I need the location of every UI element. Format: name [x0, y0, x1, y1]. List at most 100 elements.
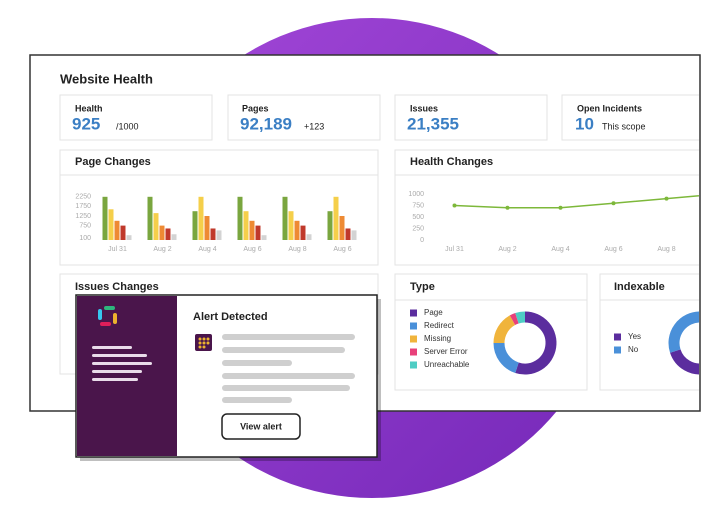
stat-label: Health	[75, 103, 103, 113]
stat-suffix: +123	[304, 121, 324, 131]
bar	[294, 220, 300, 240]
donut-segment	[493, 342, 520, 373]
bar	[306, 234, 312, 240]
x-tick-label: Aug 8	[288, 246, 306, 253]
bar	[345, 228, 351, 240]
stat-value: 92,189	[240, 114, 292, 133]
legend-swatch	[614, 346, 621, 354]
legend-label: Missing	[424, 334, 451, 343]
card-title: Issues Changes	[75, 281, 159, 293]
legend-swatch	[614, 333, 621, 341]
legend-label: No	[628, 345, 639, 354]
chart-title: Type	[410, 281, 435, 293]
y-tick-label: 750	[412, 202, 424, 209]
bar	[204, 216, 210, 240]
stat-suffix: This scope	[602, 121, 646, 131]
bar	[147, 196, 153, 240]
x-tick-label: Aug 6	[604, 246, 622, 253]
bar	[288, 211, 294, 240]
bar	[120, 225, 126, 240]
x-tick-label: Aug 2	[498, 246, 516, 253]
legend-swatch	[410, 361, 417, 369]
donut-segment	[509, 313, 519, 326]
alert-overlay: Alert Detected View alert	[75, 294, 381, 461]
bar	[333, 196, 339, 240]
chart-card	[59, 149, 379, 266]
stat-card	[227, 94, 381, 141]
donut-segment	[493, 315, 516, 344]
donut-segment	[668, 311, 699, 353]
bar	[171, 234, 177, 240]
y-tick-label: 750	[79, 222, 91, 229]
y-tick-label: 1750	[75, 203, 91, 210]
y-tick-label: 250	[412, 225, 424, 232]
line-point	[611, 201, 616, 206]
chart-title: Health Changes	[410, 156, 493, 168]
stat-card	[59, 94, 213, 141]
y-tick-label: 1250	[75, 213, 91, 220]
legend-label: Page	[424, 308, 443, 317]
stat-card	[394, 94, 548, 141]
bar	[261, 235, 267, 240]
bar	[282, 196, 288, 240]
donut-segment	[515, 311, 526, 324]
chart-title: Page Changes	[75, 156, 151, 168]
x-tick-label: Jul 31	[445, 246, 464, 253]
x-tick-label: Jul 31	[108, 246, 127, 253]
sidebar-lines	[92, 346, 152, 381]
stat-card	[561, 94, 699, 141]
legend-swatch	[410, 322, 417, 330]
stat-value: 10	[575, 114, 594, 133]
line-point	[558, 205, 563, 210]
bar	[243, 211, 249, 240]
line-point	[664, 196, 669, 201]
legend-swatch	[410, 348, 417, 356]
x-tick-label: Aug 6	[333, 246, 351, 253]
stat-value: 21,355	[407, 114, 459, 133]
stat-label: Pages	[242, 103, 269, 113]
legend-swatch	[410, 309, 417, 317]
y-tick-label: 100	[79, 235, 91, 242]
y-tick-label: 2250	[75, 194, 91, 201]
y-tick-label: 0	[420, 237, 424, 244]
bar	[114, 220, 120, 240]
legend-label: Unreachable	[424, 360, 470, 369]
app-logo	[98, 306, 117, 326]
x-tick-label: Aug 2	[153, 246, 171, 253]
bar	[165, 228, 171, 240]
button-label: View alert	[240, 421, 282, 431]
x-tick-label: Aug 8	[657, 246, 675, 253]
bar	[126, 235, 132, 240]
donut-segment	[670, 349, 699, 375]
legend-label: Yes	[628, 332, 641, 341]
bar	[192, 211, 198, 240]
alert-icon-dots	[198, 337, 210, 349]
bar	[153, 213, 159, 240]
bar	[351, 230, 357, 240]
legend-swatch	[410, 335, 417, 343]
bar	[210, 228, 216, 240]
stat-label: Issues	[410, 103, 438, 113]
bar	[198, 196, 204, 240]
chart-title: Indexable	[614, 281, 665, 293]
bar	[255, 225, 261, 240]
line-point	[452, 203, 457, 208]
stat-suffix: /1000	[116, 121, 139, 131]
bar	[249, 220, 255, 240]
bar	[159, 225, 165, 240]
bar	[327, 211, 333, 240]
dashboard: Website Health Health 925 /1000 Pages 92…	[59, 71, 699, 391]
y-tick-label: 500	[412, 214, 424, 221]
line-point	[505, 205, 510, 210]
legend-label: Redirect	[424, 321, 455, 330]
bar	[237, 196, 243, 240]
x-tick-label: Aug 4	[198, 246, 216, 253]
donut-segment	[515, 311, 557, 375]
alert-title: Alert Detected	[193, 311, 268, 323]
view-alert-button[interactable]	[221, 413, 301, 440]
x-tick-label: Aug 4	[551, 246, 569, 253]
alert-sidebar	[77, 296, 177, 456]
x-tick-label: Aug 6	[243, 246, 261, 253]
stat-label: Open Incidents	[577, 103, 642, 113]
